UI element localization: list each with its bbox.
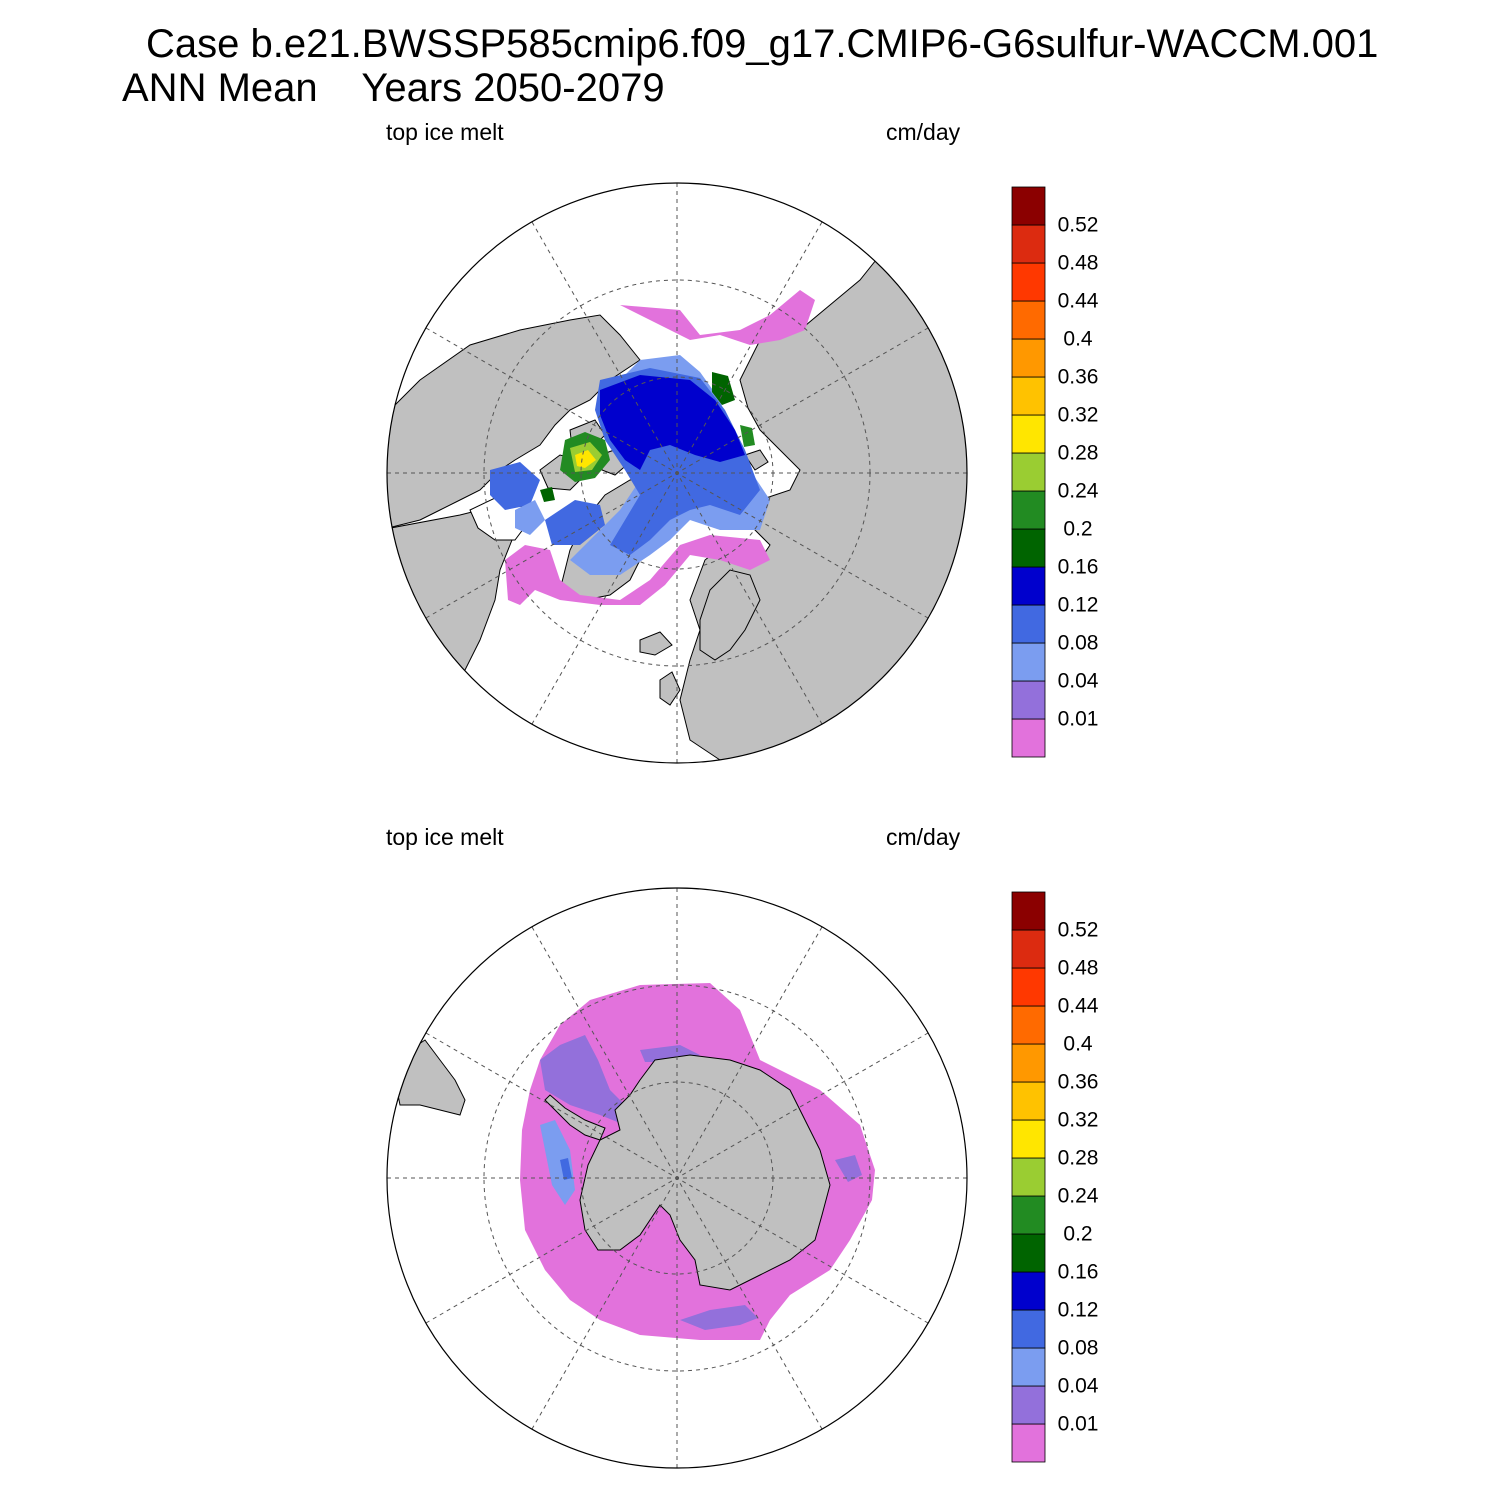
south-colorbar-box bbox=[1011, 1385, 1046, 1425]
north-colorbar-box bbox=[1011, 262, 1046, 302]
north-colorbar-box bbox=[1011, 224, 1046, 264]
south-colorbar-box bbox=[1011, 1347, 1046, 1387]
south-colorbar-label: 0.32 bbox=[1057, 1108, 1099, 1132]
south-panel-units-label: cm/day bbox=[886, 824, 961, 850]
south-colorbar-box bbox=[1011, 891, 1046, 931]
north-colorbar-box bbox=[1011, 414, 1046, 454]
north-colorbar-box bbox=[1011, 528, 1046, 568]
south-colorbar-box bbox=[1011, 1233, 1046, 1273]
south-colorbar-label: 0.44 bbox=[1057, 994, 1099, 1018]
north-colorbar-label: 0.08 bbox=[1057, 631, 1099, 655]
south-colorbar-label: 0.52 bbox=[1057, 918, 1099, 942]
north-colorbar-box bbox=[1011, 452, 1046, 492]
south-colorbar-label: 0.4 bbox=[1063, 1032, 1093, 1056]
south-colorbar-label: 0.04 bbox=[1057, 1374, 1099, 1398]
south-melt-east-purple bbox=[835, 1155, 862, 1182]
north-melt-baffin bbox=[490, 462, 540, 510]
north-panel-variable-label: top ice melt bbox=[386, 119, 504, 145]
north-colorbar bbox=[1011, 186, 1046, 758]
north-colorbar-label: 0.24 bbox=[1057, 479, 1099, 503]
north-colorbar-label: 0.32 bbox=[1057, 403, 1099, 427]
antarctica-land bbox=[579, 1054, 831, 1291]
south-colorbar-box bbox=[1011, 1081, 1046, 1121]
north-colorbar-label: 0.36 bbox=[1057, 365, 1099, 389]
north-ice-melt-field bbox=[490, 290, 815, 605]
north-melt-archipelago-yellow bbox=[575, 450, 596, 468]
north-colorbar-box bbox=[1011, 338, 1046, 378]
north-panel-units-label: cm/day bbox=[886, 119, 961, 145]
north-colorbar-label: 0.04 bbox=[1057, 669, 1099, 693]
north-colorbar-label: 0.28 bbox=[1057, 441, 1099, 465]
south-graticule bbox=[387, 888, 967, 1468]
north-polar-map bbox=[386, 182, 968, 764]
north-colorbar-label: 0.12 bbox=[1057, 593, 1099, 617]
south-colorbar-label: 0.12 bbox=[1057, 1298, 1099, 1322]
north-colorbar-label: 0.16 bbox=[1057, 555, 1099, 579]
north-colorbar-box bbox=[1011, 186, 1046, 226]
south-colorbar-box bbox=[1011, 1157, 1046, 1197]
figure-title-period: ANN Mean Years 2050-2079 bbox=[122, 66, 665, 110]
south-polar-map bbox=[386, 887, 968, 1469]
north-colorbar-box bbox=[1011, 300, 1046, 340]
north-colorbar-label: 0.44 bbox=[1057, 289, 1099, 313]
north-melt-darkblue bbox=[600, 375, 745, 470]
south-colorbar-box bbox=[1011, 1195, 1046, 1235]
north-colorbar-box bbox=[1011, 376, 1046, 416]
iceland-land bbox=[639, 631, 673, 656]
south-colorbar-box bbox=[1011, 929, 1046, 969]
north-melt-hudson-light bbox=[515, 500, 545, 535]
north-melt-pink-atlantic bbox=[505, 535, 770, 605]
north-melt-greenland-edge bbox=[540, 487, 555, 502]
north-melt-hudson bbox=[545, 500, 605, 545]
south-colorbar-box bbox=[1011, 967, 1046, 1007]
south-melt-ross-purple bbox=[680, 1305, 758, 1330]
north-colorbar-label: 0.4 bbox=[1063, 327, 1093, 351]
north-colorbar-box bbox=[1011, 680, 1046, 720]
south-colorbar-label: 0.16 bbox=[1057, 1260, 1099, 1284]
antarctic-peninsula-land bbox=[544, 1094, 606, 1141]
south-colorbar-box bbox=[1011, 1119, 1046, 1159]
north-colorbar-box bbox=[1011, 604, 1046, 644]
south-melt-peninsula-blue bbox=[560, 1158, 572, 1180]
north-colorbar-box bbox=[1011, 490, 1046, 530]
south-colorbar-label: 0.08 bbox=[1057, 1336, 1099, 1360]
british-isles-land bbox=[659, 671, 681, 706]
north-colorbar-box bbox=[1011, 718, 1046, 758]
north-melt-pink-edge bbox=[620, 290, 815, 345]
south-colorbar-label: 0.01 bbox=[1057, 1412, 1099, 1436]
north-colorbar-label: 0.52 bbox=[1057, 213, 1099, 237]
south-colorbar-box bbox=[1011, 1423, 1046, 1463]
scandinavia-land bbox=[699, 569, 761, 661]
north-colorbar-label: 0.2 bbox=[1063, 517, 1093, 541]
south-colorbar-label: 0.36 bbox=[1057, 1070, 1099, 1094]
south-melt-peninsula-lightblue bbox=[540, 1120, 575, 1205]
north-colorbar-box bbox=[1011, 642, 1046, 682]
south-panel-variable-label: top ice melt bbox=[386, 824, 504, 850]
south-colorbar-label: 0.48 bbox=[1057, 956, 1099, 980]
south-colorbar-box bbox=[1011, 1271, 1046, 1311]
south-colorbar bbox=[1011, 891, 1046, 1463]
figure-title-case: Case b.e21.BWSSP585cmip6.f09_g17.CMIP6-G… bbox=[146, 22, 1379, 66]
south-colorbar-label: 0.28 bbox=[1057, 1146, 1099, 1170]
south-colorbar-label: 0.2 bbox=[1063, 1222, 1093, 1246]
south-colorbar-label: 0.24 bbox=[1057, 1184, 1099, 1208]
south-colorbar-box bbox=[1011, 1043, 1046, 1083]
south-colorbar-box bbox=[1011, 1309, 1046, 1349]
north-colorbar-label: 0.01 bbox=[1057, 707, 1099, 731]
north-colorbar-box bbox=[1011, 566, 1046, 606]
south-map-border bbox=[386, 887, 968, 1469]
svalbard-land bbox=[744, 449, 769, 471]
south-colorbar-box bbox=[1011, 1005, 1046, 1045]
south-melt-weddell-purple bbox=[540, 1035, 630, 1125]
north-america-west-land bbox=[387, 314, 641, 531]
north-graticule bbox=[387, 183, 967, 763]
north-colorbar-label: 0.48 bbox=[1057, 251, 1099, 275]
north-melt-siberia-green2 bbox=[740, 425, 755, 447]
north-map-border bbox=[386, 182, 968, 764]
